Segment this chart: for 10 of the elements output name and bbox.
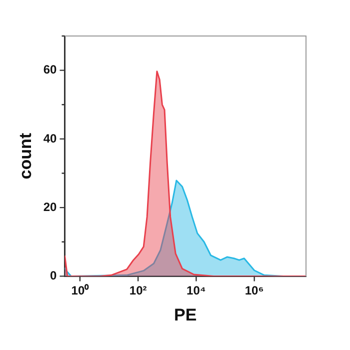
y-axis-title: count bbox=[16, 132, 35, 180]
y-tick-label: 40 bbox=[43, 131, 58, 146]
x-tick-label: 10⁶ bbox=[244, 284, 264, 298]
x-tick-label: 10² bbox=[129, 284, 147, 298]
y-tick-label: 60 bbox=[43, 62, 58, 77]
x-axis-title: PE bbox=[174, 305, 197, 324]
x-tick-label: 10⁴ bbox=[186, 284, 206, 298]
y-tick-label: 20 bbox=[43, 200, 58, 214]
y-tick-label: 0 bbox=[50, 268, 58, 283]
x-tick-label: 10⁰ bbox=[71, 284, 90, 298]
